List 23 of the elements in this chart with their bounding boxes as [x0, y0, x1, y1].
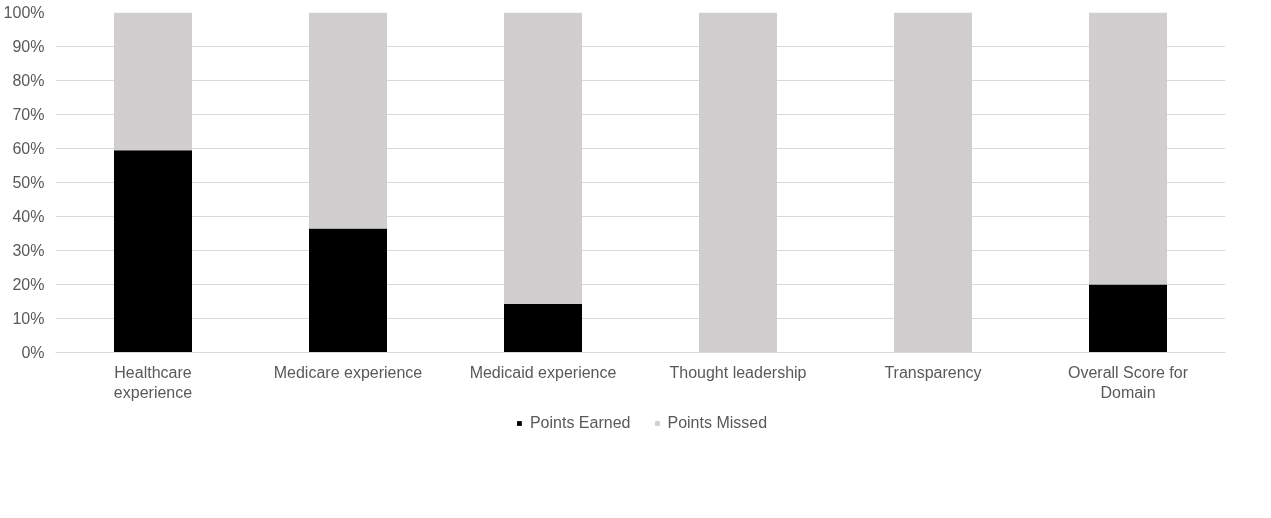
- bar: [504, 303, 582, 353]
- bar: [114, 150, 192, 353]
- legend-label: Points Earned: [529, 414, 631, 432]
- bar: [309, 228, 387, 353]
- y-tick-label: 40%: [12, 208, 45, 225]
- bar: [1089, 284, 1167, 353]
- x-tick-label: Thought leadership: [669, 363, 807, 381]
- y-tick-label: 90%: [12, 38, 45, 55]
- y-tick-label: 30%: [12, 242, 45, 259]
- x-tick-label: Transparency: [884, 363, 982, 381]
- y-tick-label: 10%: [12, 310, 45, 327]
- x-tick-label: Healthcare experience: [113, 363, 193, 401]
- x-tick-label: Medicaid experience: [469, 363, 617, 381]
- y-tick-label: 20%: [12, 276, 45, 293]
- legend-label: Points Missed: [667, 414, 768, 432]
- y-tick-label: 80%: [12, 72, 45, 89]
- y-tick-label: 60%: [12, 140, 45, 157]
- y-tick-label: 100%: [3, 4, 45, 21]
- y-tick-label: 0%: [21, 344, 45, 361]
- x-tick-label: Medicare experience: [273, 363, 423, 381]
- x-tick-label: Overall Score for Domain: [1067, 363, 1189, 401]
- y-tick-label: 50%: [12, 174, 45, 191]
- y-tick-label: 70%: [12, 106, 45, 123]
